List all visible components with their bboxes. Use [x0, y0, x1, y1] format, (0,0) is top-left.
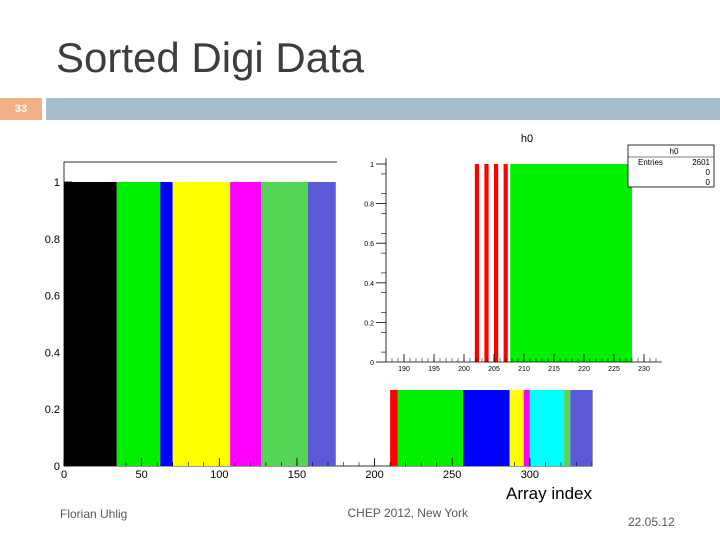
footer-author: Florian Uhlig: [60, 507, 128, 521]
title-rule-bar: [46, 98, 720, 120]
main-bar-segment: [564, 386, 571, 466]
main-x-tick-label: 300: [521, 469, 539, 481]
main-x-tick-label: 150: [288, 469, 306, 481]
main-x-tick-label: 250: [443, 469, 461, 481]
main-bar-segment: [307, 182, 336, 466]
main-x-tick-label: 100: [210, 469, 228, 481]
stats-row2-value: 0: [706, 168, 711, 177]
main-y-tick-label: 0.4: [45, 347, 60, 359]
slide-number: 33: [0, 98, 42, 120]
stats-row3-value: 0: [706, 178, 711, 187]
footer-date: 22.05.12: [628, 515, 675, 529]
inset-y-tick-label: 0.6: [364, 241, 374, 248]
main-bar-segment: [390, 386, 398, 466]
inset-x-tick-label: 195: [428, 366, 440, 373]
inset-y-tick-label: 0.2: [364, 320, 374, 327]
inset-title: h0: [521, 133, 533, 145]
main-bar-segment: [509, 386, 524, 466]
inset-y-tick-label: 0.4: [364, 281, 374, 288]
main-bar-segment: [160, 182, 173, 466]
main-x-axis-label: Array index: [506, 484, 592, 503]
main-bar-segment: [64, 182, 117, 466]
inset-x-tick-label: 215: [548, 366, 560, 373]
inset-x-tick-label: 210: [518, 366, 530, 373]
inset-x-tick-label: 190: [398, 366, 410, 373]
inset-x-tick-label: 205: [488, 366, 500, 373]
footer-conference: CHEP 2012, New York: [347, 506, 468, 520]
main-bar-segment: [261, 182, 308, 466]
inset-bar: [503, 164, 508, 362]
slide-title: Sorted Digi Data: [56, 34, 365, 81]
main-bar-segment: [172, 182, 231, 466]
main-y-tick-label: 1: [54, 177, 60, 189]
stats-name: h0: [670, 147, 679, 156]
inset-x-tick-label: 220: [578, 366, 590, 373]
main-x-tick-label: 0: [61, 469, 67, 481]
main-x-tick-label: 200: [365, 469, 383, 481]
inset-y-tick-label: 0.8: [364, 202, 374, 209]
main-bar-segment: [529, 386, 565, 466]
inset-bar: [510, 164, 632, 362]
main-bar-segment: [116, 182, 161, 466]
inset-bar: [474, 164, 479, 362]
inset-x-tick-label: 230: [638, 366, 650, 373]
inset-x-tick-label: 200: [458, 366, 470, 373]
main-bar-segment: [570, 386, 592, 466]
main-y-tick-label: 0: [54, 461, 60, 473]
inset-bar: [484, 164, 489, 362]
inset-chart: h0 0 0.2 0.4 0.6 0.8 1 190 195 200 205 210 215 220 22…: [337, 128, 719, 390]
main-y-tick-label: 0.8: [45, 234, 60, 246]
inset-y-tick-label: 0: [370, 360, 374, 367]
main-bar-segment: [230, 182, 262, 466]
main-bar-segment: [463, 386, 510, 466]
stats-entries-value: 2601: [692, 158, 710, 167]
stats-entries-label: Entries: [638, 158, 663, 167]
main-y-tick-label: 0.2: [45, 404, 60, 416]
main-y-tick-label: 0.6: [45, 291, 60, 303]
main-bar-segment: [397, 386, 464, 466]
main-x-tick-label: 50: [136, 469, 148, 481]
inset-bar: [494, 164, 499, 362]
inset-y-tick-label: 1: [370, 162, 374, 169]
main-bar-segment: [523, 386, 530, 466]
inset-x-tick-label: 225: [608, 366, 620, 373]
stats-box: h0 Entries 2601 0 0: [627, 144, 715, 188]
